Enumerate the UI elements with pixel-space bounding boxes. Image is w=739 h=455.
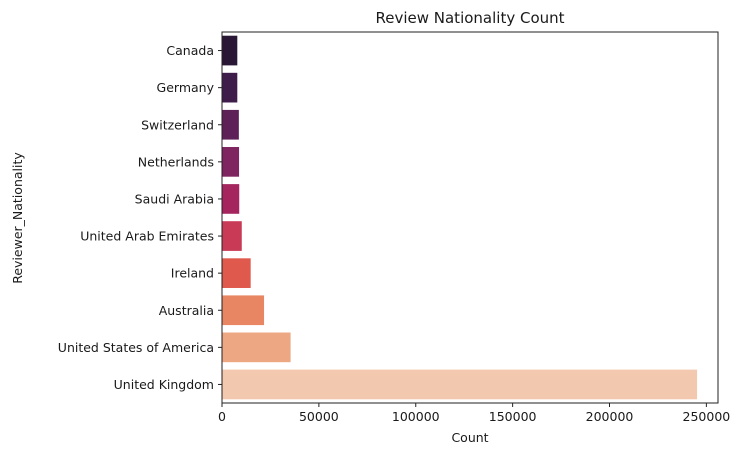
x-axis-ticks: 0 50000 100000 150000 200000 250000	[218, 403, 730, 424]
y-tick-label: United Kingdom	[114, 377, 214, 392]
bar-united-kingdom	[222, 369, 698, 400]
bar-ireland	[222, 258, 251, 288]
x-tick-label: 50000	[299, 409, 339, 424]
y-tick-label: Saudi Arabia	[135, 191, 214, 206]
x-tick-label: 0	[218, 409, 226, 424]
y-tick-label: Ireland	[171, 266, 214, 281]
x-tick-label: 150000	[489, 409, 537, 424]
y-tick-label: Netherlands	[138, 154, 214, 169]
y-tick-label: United States of America	[58, 340, 214, 355]
bars-group	[222, 35, 698, 400]
y-axis-ticks: Canada Germany Switzerland Netherlands Saudi…	[58, 43, 222, 392]
plot-frame	[221, 31, 719, 404]
bar-australia	[222, 295, 265, 326]
x-tick-label: 100000	[392, 409, 440, 424]
bar-united-states-of-america	[222, 332, 291, 363]
bar-canada	[222, 35, 238, 66]
bar-netherlands	[222, 147, 240, 177]
y-tick-label: Canada	[166, 43, 214, 58]
y-tick-label: Australia	[159, 303, 214, 318]
chart-title: Review Nationality Count	[375, 9, 564, 27]
y-tick-label: Switzerland	[141, 117, 214, 132]
x-axis-label: Count	[451, 430, 488, 445]
y-axis-label: Reviewer_Nationality	[10, 152, 25, 284]
bar-saudi-arabia	[222, 184, 240, 214]
y-tick-label: Germany	[157, 80, 215, 95]
x-tick-label: 200000	[586, 409, 634, 424]
bar-germany	[222, 72, 238, 103]
y-tick-label: United Arab Emirates	[80, 229, 214, 244]
bar-switzerland	[222, 109, 239, 140]
bar-united-arab-emirates	[222, 221, 242, 251]
x-tick-label: 250000	[683, 409, 731, 424]
